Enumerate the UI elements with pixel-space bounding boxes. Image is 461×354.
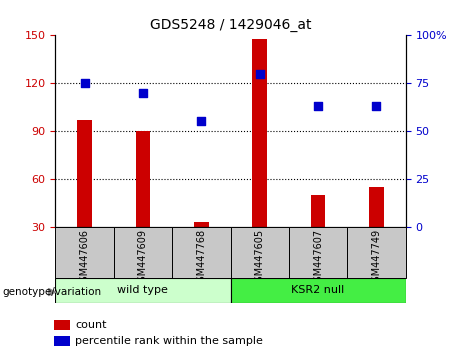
Text: percentile rank within the sample: percentile rank within the sample — [76, 336, 263, 346]
Point — [81, 80, 88, 86]
Bar — [230, 278, 406, 303]
Title: GDS5248 / 1429046_at: GDS5248 / 1429046_at — [150, 18, 311, 32]
Point — [198, 119, 205, 124]
Bar — [114, 227, 172, 278]
Point — [256, 71, 263, 76]
Bar — [369, 187, 384, 227]
Point — [314, 103, 322, 109]
Text: genotype/variation: genotype/variation — [2, 287, 101, 297]
Text: GSM447768: GSM447768 — [196, 229, 207, 288]
Bar — [55, 278, 230, 303]
Text: GSM447606: GSM447606 — [79, 229, 89, 288]
Bar — [54, 320, 70, 330]
Point — [139, 90, 147, 96]
Bar — [289, 227, 347, 278]
Point — [373, 103, 380, 109]
Bar — [77, 120, 92, 227]
Text: GSM447749: GSM447749 — [372, 229, 382, 288]
Text: GSM447609: GSM447609 — [138, 229, 148, 288]
Text: GSM447607: GSM447607 — [313, 229, 323, 288]
Bar — [253, 39, 267, 227]
Bar — [54, 336, 70, 346]
Text: wild type: wild type — [118, 285, 168, 295]
Bar — [136, 131, 150, 227]
Text: count: count — [76, 320, 107, 330]
Bar — [172, 227, 230, 278]
Bar — [55, 227, 114, 278]
Bar — [194, 222, 208, 227]
Bar — [347, 227, 406, 278]
Bar — [230, 227, 289, 278]
Text: KSR2 null: KSR2 null — [291, 285, 345, 295]
Bar — [311, 195, 325, 227]
Text: GSM447605: GSM447605 — [254, 229, 265, 288]
